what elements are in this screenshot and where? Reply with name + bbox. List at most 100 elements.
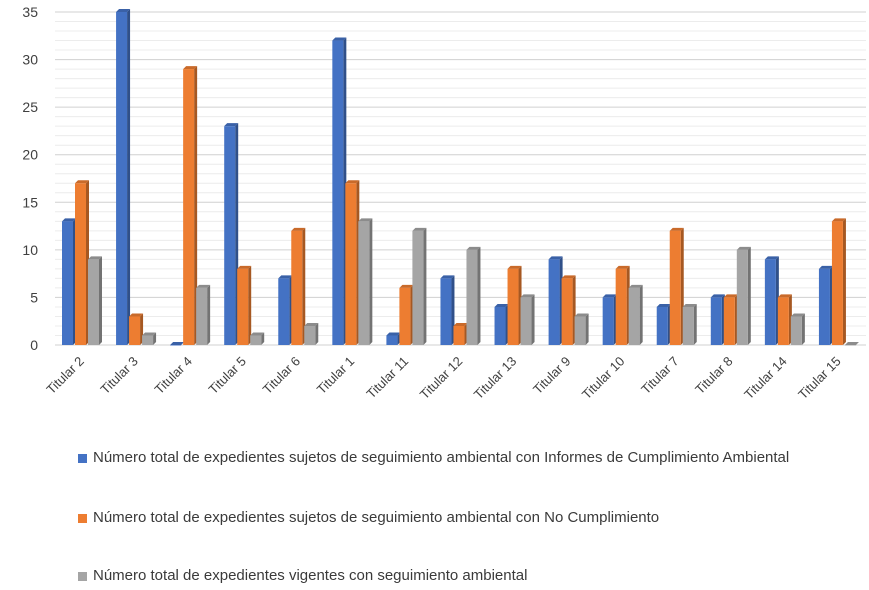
- bar: [345, 183, 357, 345]
- bar-side: [99, 256, 102, 345]
- bar: [332, 40, 344, 346]
- bar: [790, 316, 802, 345]
- bar-top: [520, 294, 535, 298]
- x-tick-label: Titular 11: [363, 354, 411, 402]
- bar-top: [116, 9, 131, 12]
- legend-item-no-cumplimiento: Número total de expedientes sujetos de s…: [78, 508, 833, 528]
- bar-top: [710, 294, 725, 298]
- bar-side: [194, 66, 198, 345]
- bar: [453, 325, 465, 345]
- bar-side: [248, 265, 252, 345]
- bar: [507, 268, 519, 345]
- bar: [278, 278, 290, 345]
- legend-swatch-gray: [78, 572, 87, 581]
- bar-top: [656, 303, 671, 307]
- bar-top: [777, 294, 792, 298]
- bar: [224, 126, 236, 346]
- bar-top: [358, 218, 373, 222]
- bar-top: [831, 218, 846, 222]
- bar-chart-svg: 0 5 10 15 20 25 30 35 Titular 2 Titular 3 Titular …: [22, 4, 866, 403]
- bar-top: [548, 256, 563, 260]
- x-tick-label: Titular 6: [260, 354, 303, 397]
- bar-top: [291, 227, 306, 231]
- bar: [561, 278, 573, 345]
- bar-top: [332, 37, 347, 41]
- bar: [628, 287, 640, 345]
- bar: [548, 259, 560, 345]
- bar: [412, 230, 424, 345]
- bar: [844, 345, 856, 346]
- bar-top: [88, 256, 102, 260]
- bar-side: [693, 303, 697, 345]
- bar-top: [764, 256, 779, 260]
- y-tick-label: 25: [22, 99, 38, 115]
- y-tick-label: 30: [22, 52, 38, 68]
- bar-top: [669, 227, 684, 231]
- bar-top: [196, 284, 211, 288]
- x-tick-label: Titular 8: [692, 354, 735, 397]
- bar-side: [127, 9, 131, 345]
- bar-side: [302, 227, 306, 345]
- bar-side: [207, 284, 211, 345]
- bar: [116, 12, 128, 345]
- bar-top: [183, 66, 198, 70]
- bar-top: [466, 246, 481, 250]
- bar-top: [386, 332, 401, 336]
- bar-side: [315, 322, 319, 345]
- y-tick-label: 5: [30, 289, 38, 305]
- bar: [304, 325, 316, 345]
- bar-top: [75, 180, 89, 184]
- bar: [440, 278, 452, 345]
- bar-top: [237, 265, 252, 269]
- bar: [494, 306, 506, 345]
- bar-top: [453, 322, 468, 326]
- bar: [818, 268, 830, 345]
- bar-top: [574, 313, 589, 317]
- y-tick-label: 10: [22, 242, 38, 258]
- bar-top: [129, 313, 144, 317]
- bar-side: [747, 246, 751, 345]
- bar: [615, 268, 627, 345]
- bar-top: [224, 123, 239, 127]
- bar-top: [723, 294, 738, 298]
- bar-top: [628, 284, 643, 288]
- bar-side: [369, 218, 373, 345]
- bar: [777, 297, 789, 345]
- bar: [170, 345, 182, 346]
- bar-side: [801, 313, 805, 345]
- x-tick-label: Titular 1: [314, 354, 357, 397]
- x-tick-label: Titular 9: [530, 354, 573, 397]
- bar: [196, 287, 208, 345]
- bar: [358, 221, 370, 345]
- bar-top: [278, 275, 293, 279]
- bar-top: [790, 313, 805, 317]
- x-tick-label: Titular 13: [471, 354, 520, 403]
- bar-side: [639, 284, 643, 345]
- bar-top: [399, 284, 414, 288]
- legend-label: Número total de expedientes sujetos de s…: [93, 449, 790, 466]
- bar-top: [561, 275, 576, 279]
- bar: [386, 335, 398, 345]
- x-tick-label: Titular 15: [795, 354, 844, 403]
- bar: [669, 230, 681, 345]
- bar-top: [142, 332, 157, 336]
- x-tick-label: Titular 7: [638, 354, 681, 397]
- bar-top: [412, 227, 427, 231]
- bar-top: [494, 303, 509, 307]
- bar: [88, 259, 99, 345]
- bar: [62, 221, 73, 345]
- bar-top: [507, 265, 522, 269]
- legend-swatch-orange: [78, 514, 87, 523]
- y-tick-label: 0: [30, 337, 38, 353]
- bar-top: [170, 342, 185, 345]
- x-tick-label: Titular 14: [741, 354, 790, 403]
- legend-item-informes: Número total de expedientes sujetos de s…: [78, 448, 833, 468]
- bar-top: [844, 342, 859, 345]
- bar-side: [842, 218, 846, 345]
- bar-side: [585, 313, 589, 345]
- bar-top: [615, 265, 630, 269]
- bar: [129, 316, 141, 345]
- bar: [291, 230, 303, 345]
- bar: [75, 183, 86, 345]
